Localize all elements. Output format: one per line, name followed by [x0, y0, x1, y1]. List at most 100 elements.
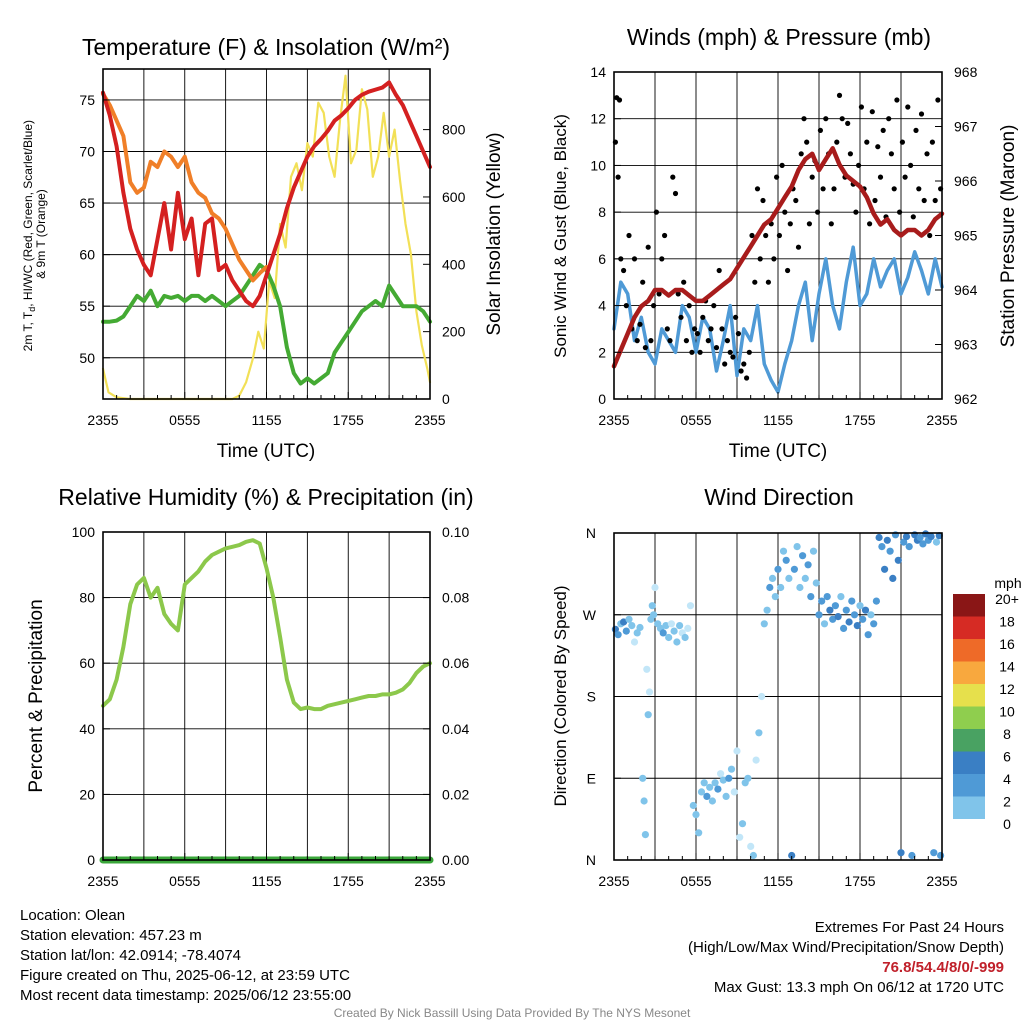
wind-direction-point: [829, 615, 837, 623]
winds-y-tick-label: 4: [598, 298, 606, 314]
gust-point: [675, 291, 681, 297]
pressure-y-tick-label: 962: [954, 391, 978, 407]
gust-point: [713, 345, 720, 351]
wind-direction-point: [774, 565, 782, 573]
colorbar-swatch: [953, 616, 985, 639]
wind-direction-point: [922, 530, 930, 538]
wind-direction-point: [807, 593, 815, 601]
gust-point: [746, 349, 752, 355]
wind-direction-y-tick-label: N: [586, 852, 596, 868]
wind-direction-point: [837, 593, 845, 601]
gust-point: [692, 326, 698, 332]
wind-direction-point: [927, 533, 935, 541]
wind-direction-point: [714, 785, 722, 793]
gust-point: [724, 338, 731, 344]
humidity-y-tick-label: 80: [79, 590, 95, 606]
wind-direction-point: [755, 729, 763, 737]
wind-direction-point: [766, 583, 774, 592]
wind-direction-point: [659, 629, 667, 637]
gust-point: [932, 197, 938, 204]
panel-temperature-title: Temperature (F) & Insolation (W/m²): [82, 34, 450, 60]
wind-direction-point: [932, 538, 941, 546]
wind-direction-point: [886, 547, 894, 555]
station-info: Location: Olean Station elevation: 457.2…: [20, 906, 351, 1006]
wind-direction-point: [790, 565, 799, 573]
extremes-info: Extremes For Past 24 Hours (High/Low/Max…: [688, 918, 1004, 998]
wind-direction-point: [812, 579, 820, 587]
wind-direction-point: [861, 606, 870, 614]
colorbar-label: 0: [1003, 816, 1011, 832]
gust-point: [697, 349, 703, 355]
gust-point: [891, 186, 897, 192]
gust-point: [880, 127, 886, 133]
wind-direction-point: [850, 611, 859, 619]
winds-x-tick-label: 1155: [763, 412, 793, 428]
colorbar-swatch: [953, 729, 985, 752]
colorbar-label: 20+: [995, 591, 1019, 607]
wind-direction-point: [826, 606, 834, 614]
wind-direction-point: [633, 629, 641, 637]
wind-direction-point: [935, 532, 943, 540]
gust-point: [787, 221, 793, 227]
wind-direction-y-tick-label: S: [587, 689, 596, 705]
insolation-y-tick-label: 200: [442, 324, 466, 340]
colorbar-label: 4: [1003, 771, 1011, 787]
gust-point: [815, 209, 821, 215]
wind-direction-point: [916, 533, 924, 542]
colorbar-swatch: [953, 639, 985, 662]
temperature-y-label: 2m T, Td, HI/WC (Red, Green, Scarlet/Blu…: [21, 117, 48, 352]
pressure-y-tick-label: 968: [954, 64, 978, 80]
humidity-y-tick-label: 100: [72, 524, 96, 540]
wind-direction-point: [725, 774, 733, 782]
panel-wind-direction-title: Wind Direction: [704, 484, 854, 510]
figure-created: Figure created on Thu, 2025-06-12, at 23…: [20, 967, 350, 984]
wind-direction-y-label: Direction (Colored By Speed): [551, 585, 570, 806]
wind-direction-point: [749, 851, 758, 860]
gust-point: [776, 232, 783, 239]
wind-direction-point: [639, 774, 647, 782]
gust-point: [782, 209, 788, 215]
wind-direction-y-tick-label: W: [583, 607, 597, 623]
gust-point: [916, 186, 922, 192]
winds-y-tick-label: 12: [590, 111, 606, 127]
gust-point: [749, 232, 755, 239]
precipitation-y-tick-label: 0.00: [442, 852, 469, 868]
winds-series: [611, 92, 945, 394]
gust-point: [708, 326, 714, 332]
colorbar-label: 18: [999, 614, 1015, 630]
gust-point: [828, 221, 834, 227]
wind-direction-point: [763, 606, 771, 614]
wind-direction-point: [818, 597, 826, 605]
gust-point: [817, 127, 824, 133]
gust-point: [752, 279, 758, 285]
wind-direction-point: [686, 602, 695, 610]
station-latlon: Station lat/lon: 42.0914; -78.4074: [20, 947, 242, 964]
humidity-axes: 2355 0555 1155 1755 2355 0 20 40 60 80 100 0.00 0.02…: [72, 524, 470, 889]
panel-winds-title: Winds (mph) & Pressure (mb): [627, 24, 931, 50]
gust-point: [634, 338, 640, 344]
wind-direction-point: [930, 849, 938, 857]
wind-direction-point: [894, 556, 902, 564]
gust-point: [653, 209, 660, 215]
wind-direction-point: [870, 620, 878, 628]
precipitation-y-tick-label: 0.06: [442, 655, 469, 671]
wind-direction-point: [796, 583, 804, 592]
gust-point: [694, 331, 701, 337]
winds-x-label: Time (UTC): [729, 441, 828, 462]
wind-direction-point: [834, 613, 842, 621]
humidity-x-tick-label: 0555: [169, 873, 200, 889]
gust-point: [918, 111, 925, 117]
wind-direction-point: [628, 622, 636, 630]
wind-direction-point: [650, 611, 658, 619]
colorbar-swatch: [953, 706, 985, 729]
gust-point: [831, 186, 837, 192]
gust-point: [929, 139, 936, 145]
gust-point: [856, 162, 862, 168]
gust-point: [801, 116, 807, 122]
temperature-x-label: Time (UTC): [217, 441, 316, 462]
wind-direction-point: [760, 620, 768, 628]
temperature-y-tick-label: 60: [79, 247, 95, 263]
wind-direction-point: [697, 788, 706, 796]
temperature-y-tick-label: 50: [79, 350, 95, 366]
